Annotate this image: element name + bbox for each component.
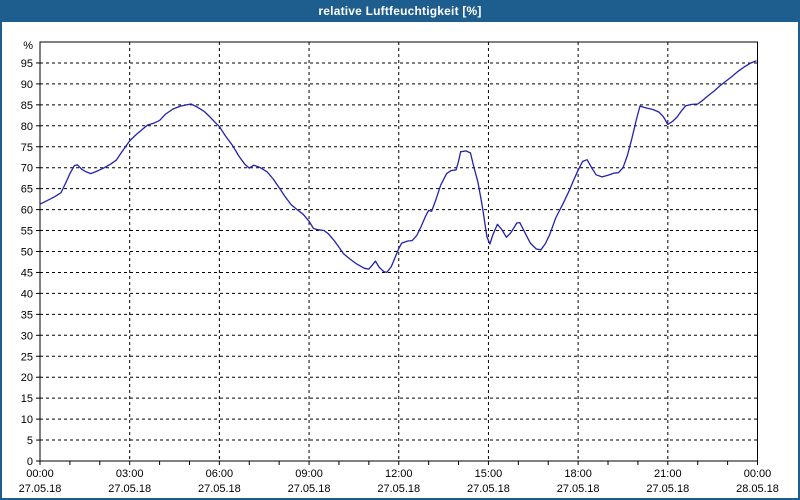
y-tick-label: 70 bbox=[21, 163, 33, 175]
x-tick-time: 21:00 bbox=[654, 468, 682, 480]
chart-title-bar: relative Luftfeuchtigkeit [%] bbox=[0, 0, 800, 22]
y-tick-label: 80 bbox=[21, 121, 33, 133]
y-tick-label: 40 bbox=[21, 288, 33, 300]
y-tick-label: 20 bbox=[21, 372, 33, 384]
y-tick-label: 15 bbox=[21, 393, 33, 405]
y-tick-label: 65 bbox=[21, 184, 33, 196]
x-tick-time: 12:00 bbox=[385, 468, 413, 480]
y-tick-label: 10 bbox=[21, 414, 33, 426]
y-tick-label: 75 bbox=[21, 142, 33, 154]
y-tick-label: 45 bbox=[21, 267, 33, 279]
y-tick-label: 95 bbox=[21, 58, 33, 70]
x-tick-date: 27.05.18 bbox=[377, 483, 420, 495]
x-tick-date: 27.05.18 bbox=[557, 483, 600, 495]
x-tick-date: 27.05.18 bbox=[288, 483, 331, 495]
x-tick-time: 09:00 bbox=[295, 468, 323, 480]
x-tick-time: 00:00 bbox=[744, 468, 772, 480]
y-tick-label: 25 bbox=[21, 351, 33, 363]
x-tick-time: 00:00 bbox=[26, 468, 54, 480]
y-tick-label: 0 bbox=[27, 456, 33, 468]
x-tick-time: 06:00 bbox=[206, 468, 234, 480]
x-tick-date: 27.05.18 bbox=[198, 483, 241, 495]
y-tick-label: 60 bbox=[21, 205, 33, 217]
y-tick-label: 90 bbox=[21, 79, 33, 91]
x-tick-date: 27.05.18 bbox=[467, 483, 510, 495]
x-tick-date: 27.05.18 bbox=[108, 483, 151, 495]
y-tick-label: 30 bbox=[21, 330, 33, 342]
x-tick-date: 27.05.18 bbox=[646, 483, 689, 495]
x-tick-time: 18:00 bbox=[564, 468, 592, 480]
x-tick-date: 28.05.18 bbox=[736, 483, 779, 495]
y-tick-label: 85 bbox=[21, 100, 33, 112]
x-tick-date: 27.05.18 bbox=[19, 483, 62, 495]
x-tick-time: 03:00 bbox=[116, 468, 144, 480]
y-axis-unit: % bbox=[23, 40, 33, 52]
chart-title: relative Luftfeuchtigkeit [%] bbox=[318, 4, 482, 18]
y-tick-label: 50 bbox=[21, 247, 33, 259]
y-tick-label: 55 bbox=[21, 226, 33, 238]
y-tick-label: 5 bbox=[27, 435, 33, 447]
humidity-line bbox=[39, 60, 757, 274]
y-tick-label: 35 bbox=[21, 309, 33, 321]
x-tick-time: 15:00 bbox=[475, 468, 503, 480]
